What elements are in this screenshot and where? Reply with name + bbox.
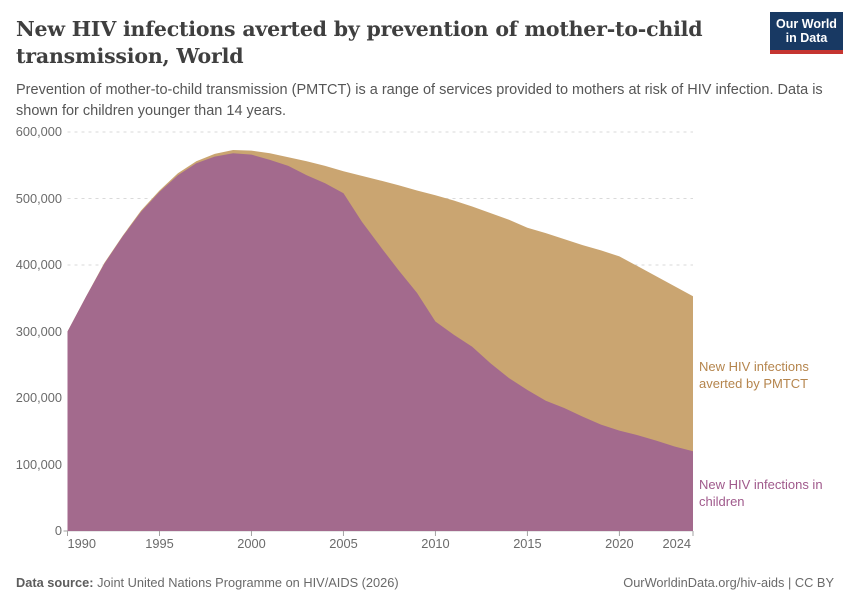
y-tick-label: 600,000	[15, 124, 62, 139]
y-tick-label: 500,000	[15, 190, 62, 206]
area-infections-children[interactable]	[67, 153, 694, 532]
page-title: New HIV infections averted by prevention…	[16, 17, 703, 69]
x-tick-label: 2005	[329, 536, 358, 551]
owid-logo-line2: in Data	[785, 31, 828, 45]
y-tick-label: 200,000	[15, 390, 62, 405]
data-source-text: Joint United Nations Programme on HIV/AI…	[93, 575, 399, 590]
x-tick-label: 1990	[67, 536, 96, 551]
y-tick-label: 300,000	[15, 323, 62, 339]
data-source-label: Data source:	[16, 575, 94, 590]
chart-subtitle: Prevention of mother-to-child transmissi…	[16, 82, 823, 119]
series-label-children: New HIV infections in children	[699, 477, 823, 509]
x-tick-label: 2024	[662, 536, 691, 551]
owid-logo-line1: Our World	[776, 16, 837, 31]
x-tick-label: 2015	[513, 536, 542, 551]
x-tick-label: 1995	[145, 536, 174, 551]
y-tick-label: 0	[54, 523, 62, 538]
data-source-note: Data source: Joint United Nations Progra…	[16, 575, 399, 590]
owid-logo: Our World in Data	[770, 12, 843, 54]
series-label-averted: New HIV infections averted by PMTCT	[699, 359, 809, 391]
chart-footer: Data source: Joint United Nations Progra…	[0, 565, 850, 600]
x-tick-label: 2020	[605, 536, 634, 551]
x-tick-label: 2010	[421, 536, 450, 551]
license-note[interactable]: OurWorldinData.org/hiv-aids | CC BY	[623, 575, 834, 590]
x-tick-label: 2000	[237, 536, 266, 551]
y-tick-label: 100,000	[15, 456, 62, 472]
y-tick-label: 400,000	[15, 257, 62, 272]
